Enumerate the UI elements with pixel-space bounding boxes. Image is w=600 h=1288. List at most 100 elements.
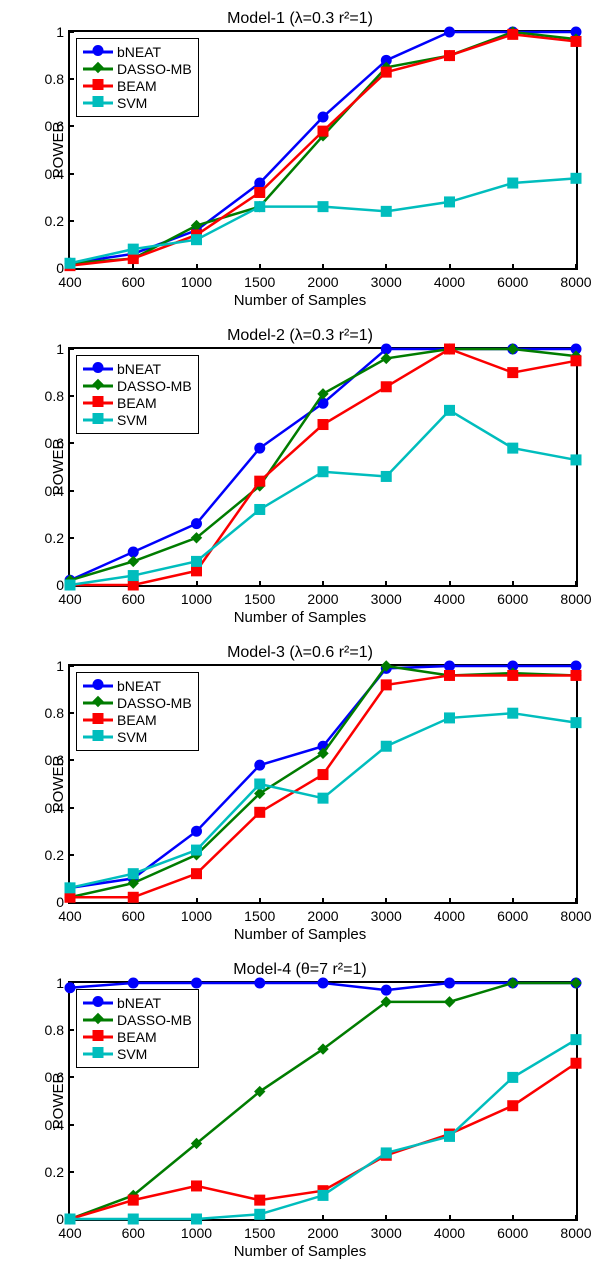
legend-label: BEAM bbox=[117, 712, 157, 728]
legend: bNEATDASSO-MBBEAMSVM bbox=[76, 989, 199, 1068]
y-tick-label: 0.2 bbox=[32, 213, 64, 229]
y-tick-label: 0.8 bbox=[32, 705, 64, 721]
y-tick-label: 0.4 bbox=[32, 166, 64, 182]
y-tick-label: 0.2 bbox=[32, 1164, 64, 1180]
legend-item-DASSO_MB: DASSO-MB bbox=[83, 61, 192, 77]
plot-area: POWER00.20.40.60.81400600100015002000300… bbox=[68, 664, 578, 904]
legend: bNEATDASSO-MBBEAMSVM bbox=[76, 355, 199, 434]
series-line-SVM bbox=[70, 410, 576, 585]
legend-swatch bbox=[83, 713, 113, 727]
legend-label: DASSO-MB bbox=[117, 61, 192, 77]
legend-swatch bbox=[83, 730, 113, 744]
legend: bNEATDASSO-MBBEAMSVM bbox=[76, 38, 199, 117]
legend-label: BEAM bbox=[117, 1029, 157, 1045]
x-tick-label: 3000 bbox=[371, 274, 402, 290]
legend-label: bNEAT bbox=[117, 44, 161, 60]
legend-item-DASSO_MB: DASSO-MB bbox=[83, 378, 192, 394]
x-tick-label: 4000 bbox=[434, 1225, 465, 1241]
y-tick-label: 0.8 bbox=[32, 388, 64, 404]
legend-label: BEAM bbox=[117, 395, 157, 411]
y-tick-label: 0.8 bbox=[32, 71, 64, 87]
x-axis-label: Number of Samples bbox=[20, 292, 580, 309]
x-tick-label: 4000 bbox=[434, 274, 465, 290]
legend-item-BEAM: BEAM bbox=[83, 78, 192, 94]
x-tick-label: 600 bbox=[122, 274, 145, 290]
legend-item-bNEAT: bNEAT bbox=[83, 44, 192, 60]
x-tick-label: 3000 bbox=[371, 1225, 402, 1241]
legend-label: DASSO-MB bbox=[117, 1012, 192, 1028]
legend-label: bNEAT bbox=[117, 995, 161, 1011]
legend-swatch bbox=[83, 362, 113, 376]
x-tick-label: 6000 bbox=[497, 1225, 528, 1241]
x-tick-label: 2000 bbox=[307, 274, 338, 290]
legend-swatch bbox=[83, 1030, 113, 1044]
legend-swatch bbox=[83, 45, 113, 59]
x-tick-label: 8000 bbox=[560, 274, 591, 290]
series-line-SVM bbox=[70, 178, 576, 263]
x-tick-label: 3000 bbox=[371, 591, 402, 607]
x-tick-label: 2000 bbox=[307, 1225, 338, 1241]
chart-model2: Model-2 (λ=0.3 r²=1) POWER00.20.40.60.814… bbox=[20, 327, 580, 626]
x-tick-label: 1000 bbox=[181, 908, 212, 924]
x-tick-label: 3000 bbox=[371, 908, 402, 924]
legend-swatch bbox=[83, 696, 113, 710]
x-tick-label: 8000 bbox=[560, 908, 591, 924]
chart-model1: Model-1 (λ=0.3 r²=1) POWER00.20.40.60.814… bbox=[20, 10, 580, 309]
legend: bNEATDASSO-MBBEAMSVM bbox=[76, 672, 199, 751]
legend-label: SVM bbox=[117, 1046, 147, 1062]
x-tick-label: 6000 bbox=[497, 908, 528, 924]
legend-label: SVM bbox=[117, 412, 147, 428]
y-tick-label: 0.2 bbox=[32, 530, 64, 546]
legend-swatch bbox=[83, 413, 113, 427]
chart-model3: Model-3 (λ=0.6 r²=1)POWER00.20.40.60.814… bbox=[20, 644, 580, 943]
y-tick-label: 0.4 bbox=[32, 1117, 64, 1133]
chart-title: Model-2 (λ=0.3 r²=1) bbox=[20, 327, 580, 345]
y-tick-label: 1 bbox=[32, 658, 64, 674]
y-tick-label: 0.4 bbox=[32, 800, 64, 816]
y-tick-label: 1 bbox=[32, 975, 64, 991]
legend-swatch bbox=[83, 379, 113, 393]
y-tick-label: 0.2 bbox=[32, 847, 64, 863]
plot-area: POWER00.20.40.60.81400600100015002000300… bbox=[68, 30, 578, 270]
x-tick-label: 1500 bbox=[244, 591, 275, 607]
x-tick-label: 400 bbox=[58, 908, 81, 924]
x-tick-label: 1000 bbox=[181, 1225, 212, 1241]
legend-swatch bbox=[83, 96, 113, 110]
x-tick-label: 400 bbox=[58, 591, 81, 607]
legend-label: DASSO-MB bbox=[117, 695, 192, 711]
x-tick-label: 6000 bbox=[497, 591, 528, 607]
y-tick-label: 0.6 bbox=[32, 752, 64, 768]
x-tick-label: 400 bbox=[58, 1225, 81, 1241]
y-tick-label: 0.6 bbox=[32, 118, 64, 134]
legend-label: bNEAT bbox=[117, 678, 161, 694]
chart-title: Model-4 (θ=7 r²=1) bbox=[20, 961, 580, 979]
x-tick-label: 4000 bbox=[434, 908, 465, 924]
plot-area: POWER00.20.40.60.81400600100015002000300… bbox=[68, 347, 578, 587]
x-tick-label: 600 bbox=[122, 591, 145, 607]
legend-label: SVM bbox=[117, 95, 147, 111]
x-tick-label: 1500 bbox=[244, 908, 275, 924]
x-tick-label: 8000 bbox=[560, 1225, 591, 1241]
legend-label: bNEAT bbox=[117, 361, 161, 377]
x-tick-label: 2000 bbox=[307, 591, 338, 607]
legend-swatch bbox=[83, 1047, 113, 1061]
x-tick-label: 6000 bbox=[497, 274, 528, 290]
x-tick-label: 1500 bbox=[244, 1225, 275, 1241]
x-tick-label: 4000 bbox=[434, 591, 465, 607]
y-tick-label: 0.4 bbox=[32, 483, 64, 499]
legend-label: BEAM bbox=[117, 78, 157, 94]
legend-item-BEAM: BEAM bbox=[83, 1029, 192, 1045]
plot-area: POWER00.20.40.60.81400600100015002000300… bbox=[68, 981, 578, 1221]
legend-swatch bbox=[83, 62, 113, 76]
legend-swatch bbox=[83, 79, 113, 93]
x-tick-label: 600 bbox=[122, 1225, 145, 1241]
legend-item-bNEAT: bNEAT bbox=[83, 995, 192, 1011]
legend-item-SVM: SVM bbox=[83, 1046, 192, 1062]
legend-label: SVM bbox=[117, 729, 147, 745]
legend-item-DASSO_MB: DASSO-MB bbox=[83, 1012, 192, 1028]
x-axis-label: Number of Samples bbox=[20, 926, 580, 943]
x-tick-label: 8000 bbox=[560, 591, 591, 607]
y-tick-label: 1 bbox=[32, 24, 64, 40]
legend-swatch bbox=[83, 996, 113, 1010]
chart-title: Model-1 (λ=0.3 r²=1) bbox=[20, 10, 580, 28]
